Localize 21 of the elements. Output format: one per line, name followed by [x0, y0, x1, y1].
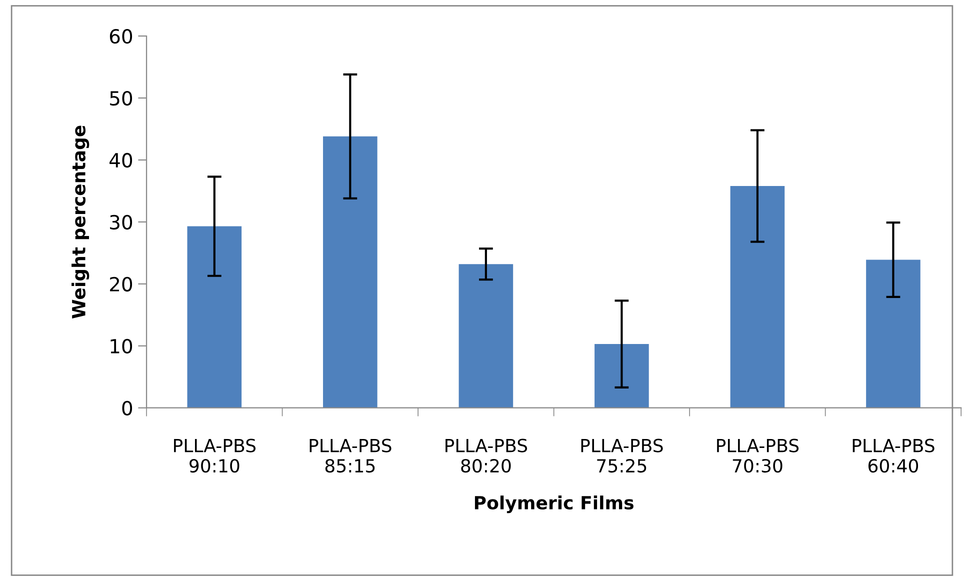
x-tick-label: PLLA-PBS 80:20 [446, 438, 528, 473]
x-axis-title: Polymeric Films [474, 496, 634, 514]
x-tick-label: PLLA-PBS 70:30 [717, 438, 799, 473]
y-tick-label: 40 [110, 152, 132, 168]
y-tick-label: 20 [110, 276, 132, 292]
y-tick-label: 50 [110, 90, 132, 106]
y-tick-label: 10 [110, 338, 132, 354]
bar [730, 186, 785, 408]
y-tick-label: 60 [110, 28, 132, 44]
bar [187, 226, 242, 408]
bar [323, 136, 378, 408]
x-tick-label: PLLA-PBS 60:40 [852, 438, 934, 473]
y-tick-label: 30 [110, 214, 132, 230]
y-axis-title: Weight percentage [72, 126, 90, 319]
bar [594, 344, 649, 408]
x-tick-label: PLLA-PBS 85:15 [310, 438, 392, 473]
bar [458, 264, 514, 408]
bar [866, 260, 920, 408]
x-tick-label: PLLA-PBS 75:25 [581, 438, 663, 473]
x-tick-label: PLLA-PBS 90:10 [174, 438, 256, 473]
y-tick-label: 0 [122, 400, 132, 416]
